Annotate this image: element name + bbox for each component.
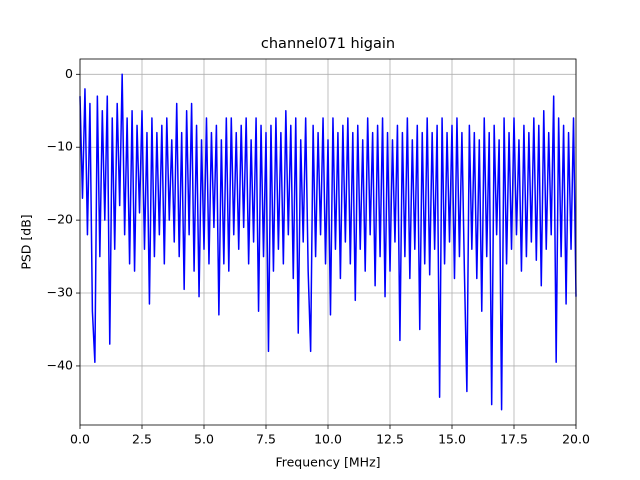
y-tick-label: −40 xyxy=(47,357,73,372)
x-axis-label: Frequency [MHz] xyxy=(275,455,380,470)
y-axis-label: PSD [dB] xyxy=(19,214,34,269)
y-tick-label: −20 xyxy=(47,212,73,227)
y-tick-label: 0 xyxy=(65,66,73,81)
x-tick-label: 5.0 xyxy=(194,432,214,447)
x-tick-label: 20.0 xyxy=(562,432,590,447)
plot-frame xyxy=(79,58,577,426)
x-tick-label: 10.0 xyxy=(314,432,342,447)
chart-title: channel071 higain xyxy=(261,36,395,52)
x-tick-label: 2.5 xyxy=(132,432,152,447)
x-tick-label: 17.5 xyxy=(500,432,528,447)
y-tick-label: −10 xyxy=(47,139,73,154)
x-tick-label: 12.5 xyxy=(376,432,404,447)
y-tick-label: −30 xyxy=(47,285,73,300)
data-line xyxy=(79,73,577,411)
x-tick-label: 0.0 xyxy=(70,432,90,447)
x-tick-label: 7.5 xyxy=(256,432,276,447)
x-tick-label: 15.0 xyxy=(438,432,466,447)
